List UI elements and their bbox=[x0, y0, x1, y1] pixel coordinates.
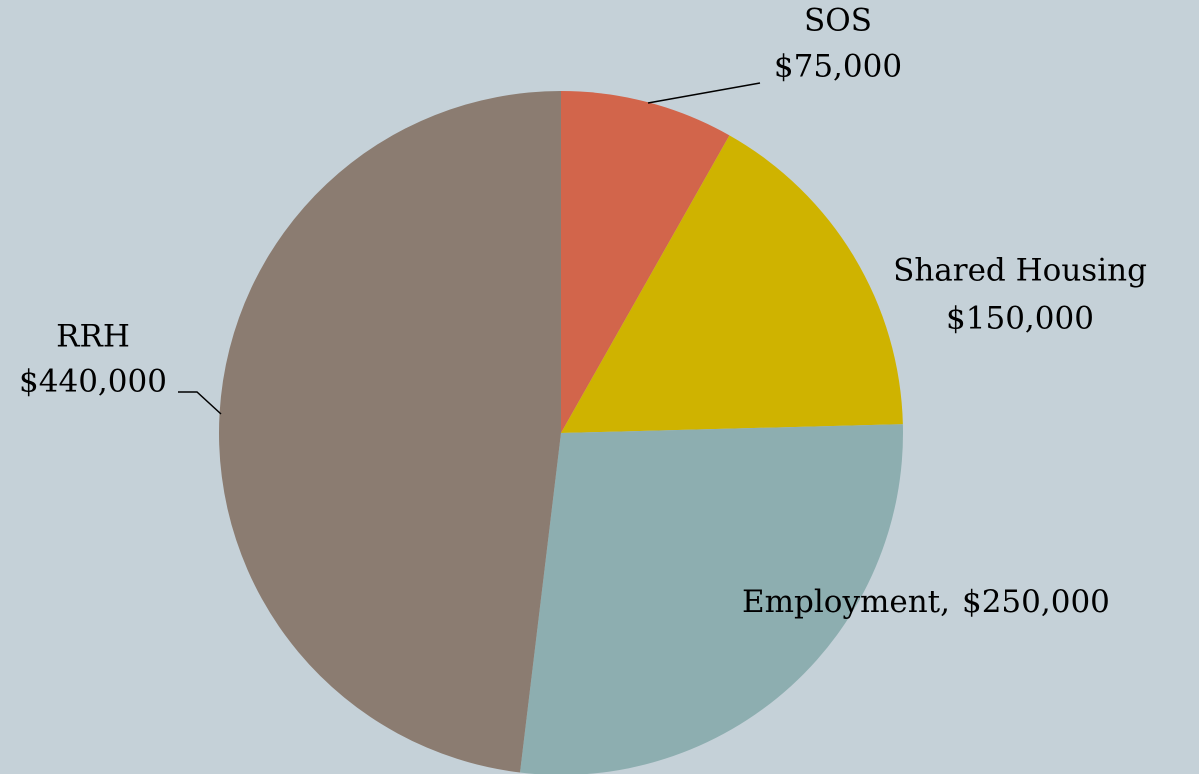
slices bbox=[218, 91, 903, 774]
value-label: $150,000 bbox=[946, 301, 1094, 337]
leader-line bbox=[178, 391, 222, 415]
value-label: $75,000 bbox=[774, 49, 902, 85]
category-label: SOS bbox=[804, 3, 872, 39]
pie-slice bbox=[520, 424, 903, 774]
category-label: Employment, bbox=[742, 584, 950, 620]
pie-slice bbox=[561, 91, 730, 433]
category-label: Shared Housing bbox=[893, 253, 1147, 289]
value-label: $440,000 bbox=[19, 364, 167, 400]
category-label: RRH bbox=[56, 319, 130, 355]
leader-line bbox=[647, 82, 761, 104]
pie-slice bbox=[218, 91, 562, 773]
data-label: Employment, $250,000 bbox=[742, 584, 1110, 620]
pie-slice bbox=[561, 135, 903, 434]
value-label: $250,000 bbox=[962, 584, 1110, 620]
